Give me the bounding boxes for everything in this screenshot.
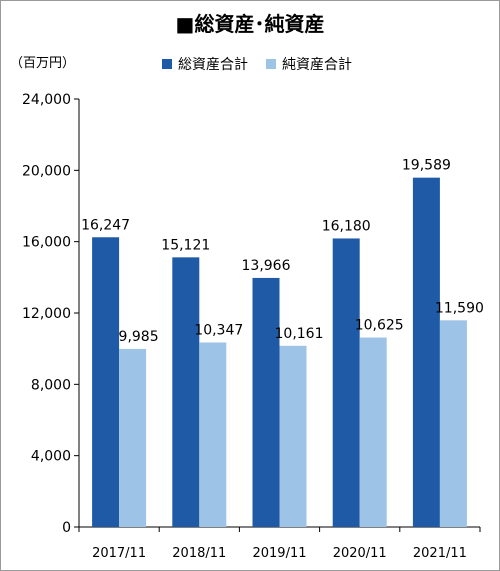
- y-tick-label: 24,000: [22, 92, 71, 108]
- bar-total-assets: [252, 277, 280, 527]
- data-label-total-assets: 16,180: [322, 218, 371, 234]
- legend-item-net-assets: 純資産合計: [266, 54, 352, 74]
- bar-net-assets: [359, 337, 387, 527]
- legend-label-net-assets: 純資産合計: [282, 57, 352, 73]
- legend-swatch-total-assets: [162, 59, 172, 69]
- bar-net-assets: [119, 348, 147, 527]
- legend: 総資産合計 純資産合計: [162, 54, 352, 74]
- legend-swatch-net-assets: [266, 59, 276, 69]
- data-label-total-assets: 16,247: [81, 217, 130, 233]
- data-label-net-assets: 10,625: [355, 318, 404, 334]
- y-tick-label: 8,000: [31, 377, 71, 393]
- legend-label-total-assets: 総資産合計: [178, 57, 248, 73]
- x-category-label: 2017/11: [92, 546, 146, 561]
- x-category-label: 2018/11: [172, 546, 226, 561]
- data-label-net-assets: 10,347: [194, 322, 243, 338]
- y-tick-label: 12,000: [22, 306, 71, 322]
- bar-net-assets: [279, 345, 307, 527]
- chart-title: ■総資産･純資産: [175, 12, 325, 36]
- unit-label: （百万円）: [10, 56, 76, 71]
- y-tick-label: 16,000: [22, 235, 71, 251]
- data-label-net-assets: 11,590: [435, 300, 484, 316]
- legend-item-total-assets: 総資産合計: [162, 54, 248, 74]
- x-category-label: 2019/11: [252, 546, 306, 561]
- bar-net-assets: [199, 342, 227, 527]
- data-label-total-assets: 15,121: [161, 237, 210, 253]
- bar-total-assets: [332, 238, 360, 527]
- data-label-net-assets: 9,985: [119, 329, 159, 345]
- x-category-label: 2020/11: [333, 546, 387, 561]
- x-category-label: 2021/11: [413, 546, 467, 561]
- y-tick-label: 0: [62, 520, 71, 536]
- y-tick-label: 4,000: [31, 449, 71, 465]
- data-label-net-assets: 10,161: [275, 326, 324, 342]
- data-label-total-assets: 13,966: [242, 258, 291, 274]
- bar-total-assets: [172, 257, 200, 527]
- data-label-total-assets: 19,589: [402, 158, 451, 174]
- y-tick-label: 20,000: [22, 163, 71, 179]
- bar-total-assets: [412, 177, 440, 527]
- bar-net-assets: [439, 320, 467, 527]
- bar-total-assets: [92, 237, 120, 527]
